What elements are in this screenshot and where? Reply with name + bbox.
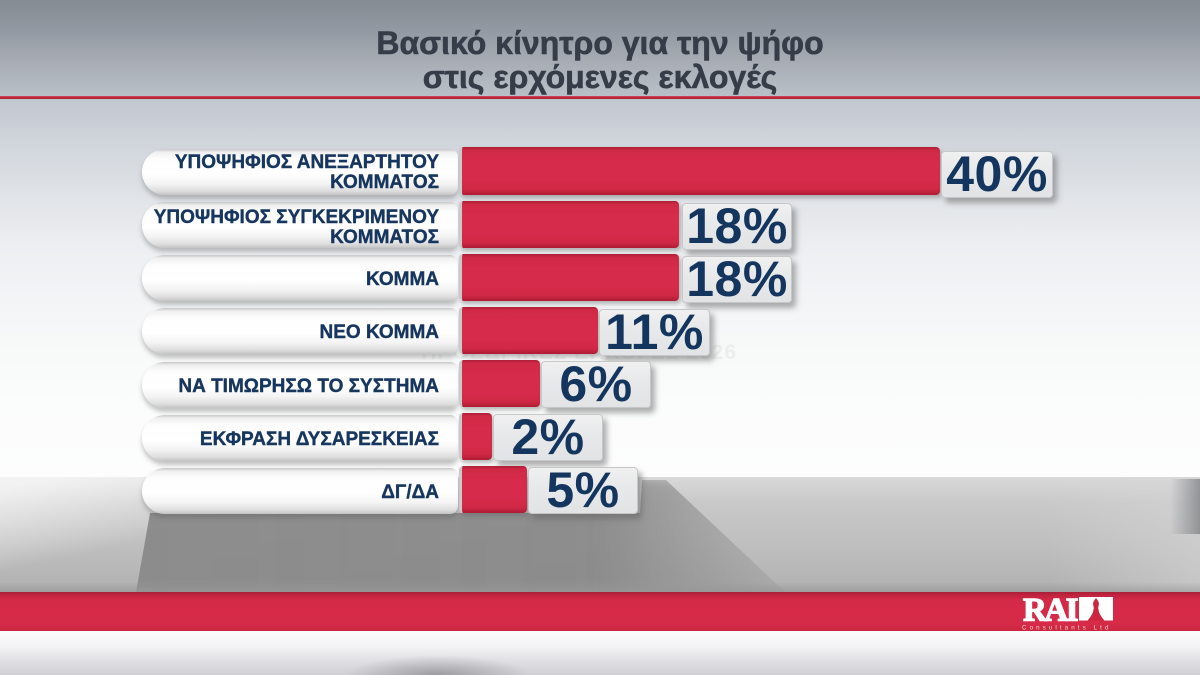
svg-text:Consultants Ltd: Consultants Ltd xyxy=(1022,625,1112,632)
svg-text:RAI: RAI xyxy=(1023,595,1078,629)
